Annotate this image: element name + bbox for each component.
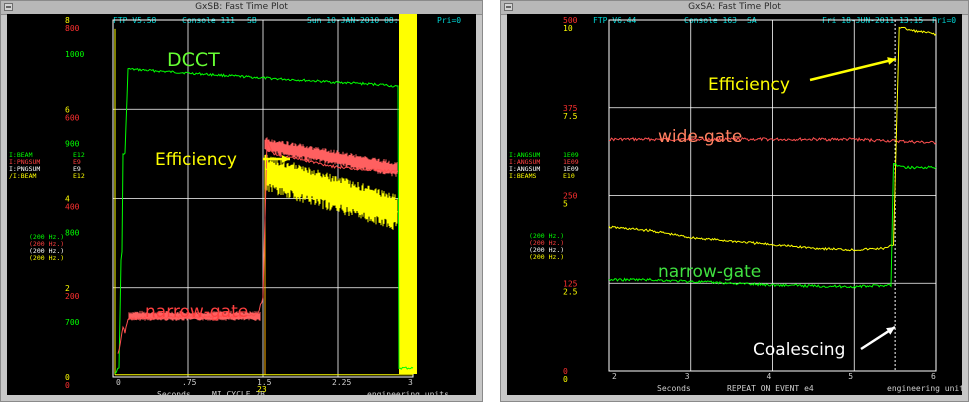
x-tick-label: 2 <box>612 372 617 381</box>
x-marker-label: 23 <box>257 385 267 394</box>
event-label: REPEAT ON EVENT e4 <box>727 384 814 393</box>
series-line-wide-gate <box>608 136 937 145</box>
right-title-bar[interactable]: GxSA: Fast Time Plot <box>501 1 968 15</box>
y-scale-label: 0 <box>563 367 568 376</box>
x-tick-label: 6 <box>931 372 936 381</box>
series-line-efficiency <box>608 26 937 252</box>
series-line-efficiency <box>264 166 399 214</box>
header-pri: Pri=0 <box>932 16 956 25</box>
legend-device-unit: E10 <box>563 172 575 180</box>
series-line-narrow-gate <box>117 139 399 354</box>
y-scale-label: 800 <box>65 229 80 238</box>
left-window-title: GxSB: Fast Time Plot <box>195 2 288 12</box>
sample-rate-label: (200 Hz.) <box>529 239 564 247</box>
y-scale-label: 600 <box>65 113 80 122</box>
y-scale-label: 7.5 <box>563 112 578 121</box>
legend-device-name: /I:BEAM <box>9 172 36 180</box>
x-tick-label: 2.25 <box>332 378 351 387</box>
sample-rate-label: (200 Hz.) <box>529 253 564 261</box>
window-menu-icon[interactable] <box>4 3 13 11</box>
right-window-title: GxSA: Fast Time Plot <box>688 2 781 12</box>
annotation-narrow-gate: narrow-gate <box>145 302 248 322</box>
y-scale-label: 5 <box>563 200 568 209</box>
legend-device-name: I:PNGSUM <box>9 165 40 173</box>
y-scale-label: 0 <box>563 375 568 384</box>
y-scale-label: 0 <box>65 381 70 390</box>
left-plot-screen: FTP V5.58 Console 111 SB Sun 10-JAN-2010 08… <box>7 14 476 395</box>
y-scale-label: 200 <box>65 292 80 301</box>
x-tick-label: 3 <box>408 378 413 387</box>
header-pri: Pri=0 <box>437 16 461 25</box>
legend-device-unit: 1E09 <box>563 151 579 159</box>
y-scale-label: 2 <box>65 284 70 293</box>
trace-saturation-band <box>399 14 417 374</box>
y-scale-label: 2.5 <box>563 287 578 296</box>
y-scale-label: 0 <box>65 373 70 382</box>
right-plot-svg: FTP V6.44 Console 163 SA Fri 18-JUN-2011 13… <box>509 16 962 393</box>
annotation-wide-gate: wide-gate <box>658 127 742 147</box>
legend-device-unit: 1E09 <box>563 158 579 166</box>
right-plot-screen: FTP V6.44 Console 163 SA Fri 18-JUN-2011 13… <box>507 14 962 395</box>
x-tick-label: 4 <box>767 372 772 381</box>
y-scale-label: 1000 <box>65 50 84 59</box>
series-line-narrow-gate <box>608 162 937 289</box>
y-scale-label: 6 <box>65 105 70 114</box>
x-axis-label: Seconds <box>657 384 691 393</box>
legend-device-unit: E12 <box>73 172 85 180</box>
x-tick-label: 3 <box>685 372 690 381</box>
legend-device-name: I:PNGSUM <box>9 158 40 166</box>
sample-rate-label: (200 Hz.) <box>29 240 64 248</box>
sample-rate-label: (200 Hz.) <box>29 254 64 262</box>
y-scale-label: 900 <box>65 139 80 148</box>
series-line-dcct <box>114 67 414 374</box>
left-title-bar[interactable]: GxSB: Fast Time Plot <box>1 1 482 15</box>
y-scale-label: 125 <box>563 279 578 288</box>
x-tick-label: .75 <box>182 378 197 387</box>
legend-device-unit: 1E09 <box>563 165 579 173</box>
annotation-efficiency: Efficiency <box>708 75 790 95</box>
y-scale-label: 10 <box>563 24 573 33</box>
efficiency-arrow-head <box>887 57 896 65</box>
y-scale-label: 500 <box>563 16 578 25</box>
y-scale-label: 375 <box>563 104 578 113</box>
sample-rate-label: (200 Hz.) <box>529 246 564 254</box>
legend-device-name: I:ANGSUM <box>509 158 540 166</box>
y-scale-label: 4 <box>65 195 70 204</box>
y-scale-label: 8 <box>65 16 70 25</box>
x-tick-label: 1.5 <box>257 378 272 387</box>
legend-device-name: I:BEAMS <box>509 172 536 180</box>
efficiency-arrow <box>809 57 897 82</box>
left-plot-window: GxSB: Fast Time Plot FTP V5.58 Console 11… <box>0 0 483 402</box>
event-label: MI_CYCLE 2B <box>212 390 265 395</box>
legend-device-name: I:ANGSUM <box>509 151 540 159</box>
x-tick-label: 5 <box>848 372 853 381</box>
x-tick-label: 0 <box>116 378 121 387</box>
coalescing-arrow-head <box>886 327 895 335</box>
right-plot-window: GxSA: Fast Time Plot FTP V6.44 Console 16… <box>500 0 969 402</box>
sample-rate-label: (200 Hz.) <box>529 232 564 240</box>
sample-rate-label: (200 Hz.) <box>29 247 64 255</box>
y-scale-label: 400 <box>65 203 80 212</box>
legend-device-name: I:BEAM <box>9 151 33 159</box>
y-scale-label: 700 <box>65 318 80 327</box>
efficiency-arrow-head <box>281 155 290 163</box>
legend-device-name: I:ANGSUM <box>509 165 540 173</box>
annotation-coalescing: Coalescing <box>753 340 845 360</box>
legend-device-unit: E9 <box>73 165 81 173</box>
units-label: engineering units <box>887 384 962 393</box>
wide-gate-noise-band <box>264 137 398 177</box>
x-axis-label: Seconds <box>157 390 191 395</box>
annotation-dcct: DCCT <box>167 49 220 71</box>
y-scale-label: 250 <box>563 192 578 201</box>
legend-device-unit: E9 <box>73 158 81 166</box>
annotation-efficiency: Efficiency <box>155 150 237 170</box>
annotation-narrow-gate: narrow-gate <box>658 262 761 282</box>
sample-rate-label: (200 Hz.) <box>29 233 64 241</box>
window-menu-icon[interactable] <box>504 3 513 11</box>
legend-device-unit: E12 <box>73 151 85 159</box>
y-scale-label: 800 <box>65 24 80 33</box>
left-plot-svg: FTP V5.58 Console 111 SB Sun 10-JAN-2010 08… <box>9 14 461 395</box>
units-label: engineering units <box>367 390 449 395</box>
